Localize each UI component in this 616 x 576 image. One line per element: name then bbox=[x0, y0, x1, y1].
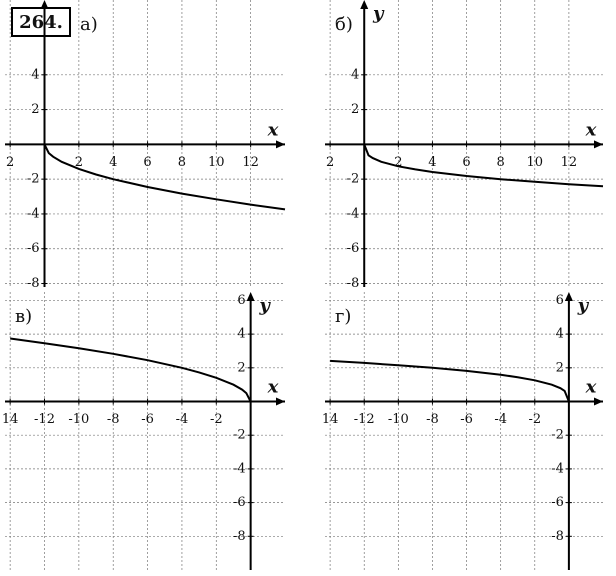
y-tick-label: 6 bbox=[556, 293, 564, 308]
x-axis-label: x bbox=[267, 377, 279, 398]
y-tick-label: -4 bbox=[551, 461, 564, 476]
x-axis-label: x bbox=[267, 119, 279, 140]
x-axis-label: x bbox=[585, 119, 597, 140]
x-tick-label: -8 bbox=[107, 412, 120, 427]
x-arrow bbox=[276, 397, 285, 406]
y-tick-label: 2 bbox=[31, 102, 39, 117]
x-tick-label: 2 bbox=[394, 155, 402, 170]
y-tick-label: 4 bbox=[556, 327, 564, 342]
x-arrow bbox=[594, 140, 603, 149]
x-tick-label: -2 bbox=[528, 412, 541, 427]
x-tick-label: -8 bbox=[426, 412, 439, 427]
y-tick-label: -4 bbox=[27, 206, 40, 221]
x-tick-label: 4 bbox=[428, 155, 436, 170]
curve bbox=[363, 144, 604, 188]
x-tick-label: -4 bbox=[176, 412, 189, 427]
panel-label: б) bbox=[335, 14, 353, 35]
x-tick-label: -12 bbox=[34, 412, 55, 427]
curve bbox=[330, 359, 570, 402]
x-tick-label: 8 bbox=[497, 155, 505, 170]
x-tick-label: 2 bbox=[6, 155, 14, 170]
x-tick-label: 14 bbox=[322, 412, 339, 427]
panel-label: а) bbox=[80, 14, 98, 35]
y-axis-label: y bbox=[577, 295, 590, 316]
y-tick-label: -4 bbox=[233, 461, 246, 476]
y-tick-label: 2 bbox=[351, 102, 359, 117]
y-tick-label: -8 bbox=[347, 276, 360, 291]
x-tick-label: -6 bbox=[141, 412, 154, 427]
y-tick-label: -8 bbox=[233, 529, 246, 544]
y-tick-label: -2 bbox=[551, 428, 564, 443]
y-tick-label: 2 bbox=[237, 360, 245, 375]
x-tick-label: 8 bbox=[178, 155, 186, 170]
y-arrow bbox=[564, 292, 573, 301]
panel-label: г) bbox=[335, 306, 351, 327]
chart-title: 264. bbox=[19, 12, 63, 33]
x-tick-label: -4 bbox=[494, 412, 507, 427]
y-axis-label: y bbox=[372, 3, 385, 24]
y-arrow bbox=[246, 292, 255, 301]
x-tick-label: -10 bbox=[68, 412, 89, 427]
x-tick-label: 14 bbox=[2, 412, 19, 427]
x-tick-label: -2 bbox=[210, 412, 223, 427]
y-tick-label: -2 bbox=[27, 172, 40, 187]
y-arrow bbox=[360, 0, 369, 9]
panel-label: в) bbox=[15, 306, 32, 327]
x-arrow bbox=[276, 140, 285, 149]
x-tick-label: 2 bbox=[326, 155, 334, 170]
x-axis-label: x bbox=[585, 377, 597, 398]
y-tick-label: -8 bbox=[551, 529, 564, 544]
y-tick-label: -6 bbox=[347, 241, 360, 256]
y-axis-label: y bbox=[258, 295, 271, 316]
y-tick-label: -2 bbox=[233, 428, 246, 443]
x-tick-label: 12 bbox=[561, 155, 578, 170]
x-tick-label: 2 bbox=[75, 155, 83, 170]
x-tick-label: 6 bbox=[462, 155, 470, 170]
y-tick-label: 6 bbox=[237, 293, 245, 308]
x-tick-label: -12 bbox=[354, 412, 375, 427]
y-tick-label: 2 bbox=[556, 360, 564, 375]
x-tick-label: -10 bbox=[388, 412, 409, 427]
curve bbox=[10, 337, 252, 402]
y-tick-label: 4 bbox=[31, 67, 39, 82]
x-tick-label: 4 bbox=[109, 155, 117, 170]
y-tick-label: 4 bbox=[351, 67, 359, 82]
y-tick-label: -4 bbox=[347, 206, 360, 221]
y-tick-label: -8 bbox=[27, 276, 40, 291]
x-tick-label: 10 bbox=[208, 155, 225, 170]
y-tick-label: -2 bbox=[347, 172, 360, 187]
y-tick-label: 4 bbox=[237, 327, 245, 342]
x-tick-label: -6 bbox=[460, 412, 473, 427]
x-tick-label: 6 bbox=[143, 155, 151, 170]
x-tick-label: 12 bbox=[242, 155, 259, 170]
y-arrow bbox=[40, 0, 49, 9]
y-tick-label: -6 bbox=[233, 495, 246, 510]
y-tick-label: -6 bbox=[551, 495, 564, 510]
curve bbox=[43, 143, 286, 211]
y-tick-label: -6 bbox=[27, 241, 40, 256]
x-tick-label: 10 bbox=[527, 155, 544, 170]
x-arrow bbox=[594, 397, 603, 406]
